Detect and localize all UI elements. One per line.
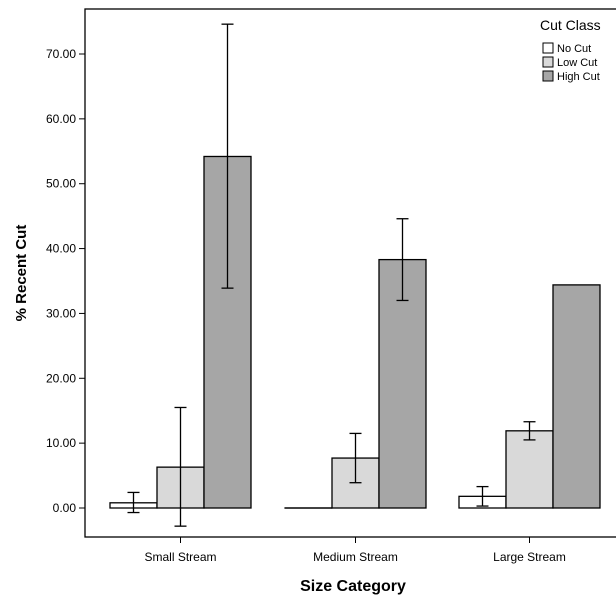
legend-title: Cut Class: [540, 17, 601, 33]
x-tick-label: Small Stream: [144, 550, 216, 564]
legend-label: Low Cut: [557, 57, 597, 69]
legend-label: No Cut: [557, 43, 591, 55]
x-axis-title: Size Category: [300, 578, 406, 595]
y-tick-label: 50.00: [46, 177, 76, 191]
x-axis: Small Stream Medium Stream Large Stream: [144, 537, 565, 564]
y-tick-label: 70.00: [46, 47, 76, 61]
y-tick-label: 60.00: [46, 112, 76, 126]
bar: [553, 285, 600, 508]
y-axis-title: % Recent Cut: [13, 225, 30, 322]
legend-swatch: [543, 71, 553, 81]
x-tick-label: Medium Stream: [313, 550, 398, 564]
y-tick-label: 0.00: [53, 501, 77, 515]
y-tick-label: 10.00: [46, 436, 76, 450]
legend-swatch: [543, 43, 553, 53]
legend-label: High Cut: [557, 71, 600, 83]
x-tick-label: Large Stream: [493, 550, 566, 564]
y-tick-label: 40.00: [46, 242, 76, 256]
y-axis: 0.00 10.00 20.00 30.00 40.00 50.00 60.00 70.00: [46, 47, 85, 515]
legend: Cut Class No Cut Low Cut High Cut: [540, 17, 601, 83]
legend-swatch: [543, 57, 553, 67]
bar: [506, 431, 553, 508]
y-tick-label: 20.00: [46, 371, 76, 385]
y-tick-label: 30.00: [46, 306, 76, 320]
error-bars: [128, 24, 536, 526]
